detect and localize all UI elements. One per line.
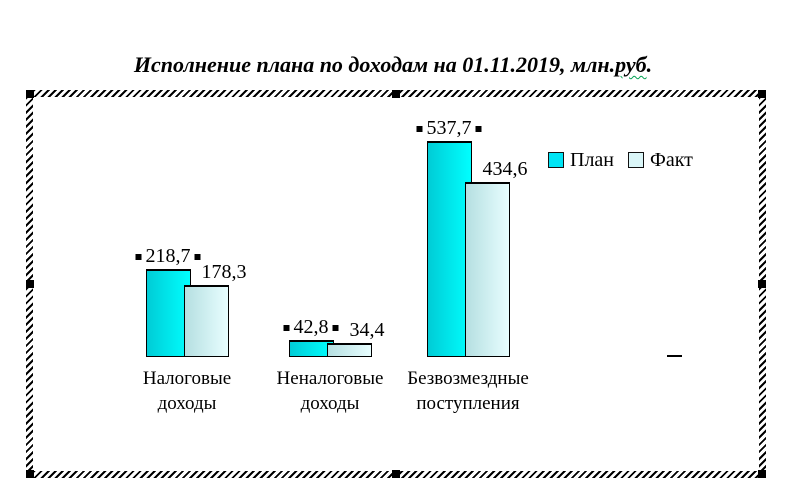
category-label-line: Неналоговые (276, 368, 384, 389)
data-label-text: 34,4 (349, 319, 385, 341)
label-selection-handle[interactable] (194, 253, 201, 260)
legend-swatch-факт (628, 152, 645, 168)
selection-handle-n[interactable] (392, 90, 400, 98)
selection-handle-s[interactable] (392, 470, 400, 478)
bar-план-2[interactable] (426, 141, 472, 357)
selection-handle-se[interactable] (758, 470, 766, 478)
label-selection-handle[interactable] (135, 253, 142, 260)
label-selection-handle[interactable] (416, 125, 423, 132)
bar-факт-1[interactable] (326, 343, 372, 357)
chart-title: Исполнение плана по доходам на 01.11.201… (0, 50, 786, 80)
data-label-text: 434,6 (482, 158, 528, 180)
selection-handle-nw[interactable] (26, 90, 34, 98)
label-selection-handle[interactable] (332, 324, 339, 331)
axis-remnant-dash (667, 355, 682, 357)
data-label-план-2[interactable]: 537,7 (413, 118, 486, 139)
category-label-line: доходы (157, 393, 217, 414)
category-label-2[interactable]: Безвозмездные поступления (407, 366, 529, 416)
bar-факт-2[interactable] (464, 182, 510, 357)
data-label-text: 537,7 (426, 117, 472, 139)
legend-item-факт[interactable]: Факт (628, 150, 693, 170)
spellcheck-squiggle-word: руб (615, 52, 647, 77)
legend-label: Факт (650, 149, 693, 171)
chart-title-period: . (646, 52, 653, 77)
chart-title-text: Исполнение плана по доходам на 01.11.201… (133, 52, 616, 77)
legend-label: План (570, 149, 615, 171)
legend-item-план[interactable]: План (548, 150, 614, 170)
data-label-text: 178,3 (201, 261, 247, 283)
legend-swatch-план (548, 152, 564, 168)
chart-object-frame[interactable] (26, 90, 766, 478)
label-selection-handle[interactable] (283, 324, 290, 331)
selection-handle-e[interactable] (758, 280, 766, 288)
data-label-text: 42,8 (293, 316, 329, 338)
data-label-план-1[interactable]: 42,8 (280, 317, 343, 338)
data-label-text: 218,7 (145, 245, 191, 267)
selection-handle-ne[interactable] (758, 90, 766, 98)
data-label-план-0[interactable]: 218,7 (132, 246, 205, 267)
selection-handle-sw[interactable] (26, 470, 34, 478)
label-selection-handle[interactable] (475, 125, 482, 132)
category-label-line: Налоговые (142, 368, 232, 389)
selection-handle-w[interactable] (26, 280, 34, 288)
category-label-1[interactable]: Неналоговые доходы (277, 366, 384, 416)
legend[interactable]: План Факт (548, 150, 693, 170)
data-label-факт-1[interactable]: 34,4 (350, 320, 385, 341)
data-label-факт-2[interactable]: 434,6 (483, 159, 528, 180)
bar-план-0[interactable] (145, 269, 191, 357)
bar-факт-0[interactable] (183, 285, 229, 357)
category-label-line: поступления (416, 393, 520, 414)
category-label-line: доходы (300, 393, 360, 414)
data-label-факт-0[interactable]: 178,3 (202, 262, 247, 283)
category-label-line: Безвозмездные (407, 368, 529, 389)
category-label-0[interactable]: Налоговые доходы (143, 366, 231, 416)
